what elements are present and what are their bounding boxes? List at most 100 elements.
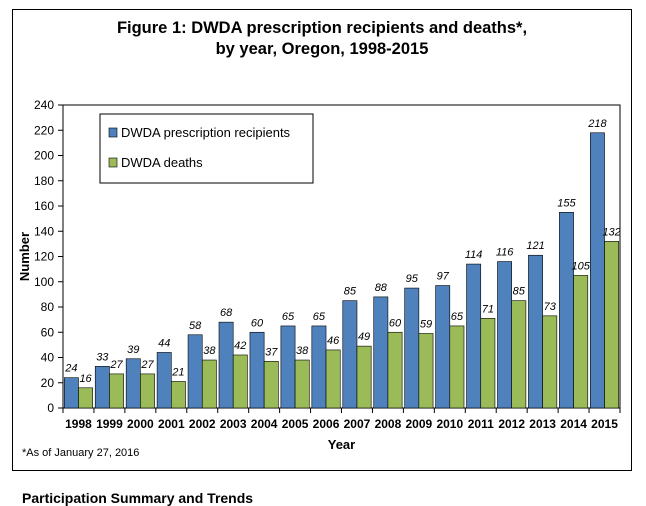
y-axis-label: Number xyxy=(17,232,32,281)
data-label-deaths: 27 xyxy=(109,359,123,371)
y-tick-label: 40 xyxy=(41,351,55,365)
chart-title-line1: Figure 1: DWDA prescription recipients a… xyxy=(116,19,528,37)
x-tick-label: 2000 xyxy=(127,417,154,431)
data-label-deaths: 105 xyxy=(572,260,591,272)
data-label-deaths: 27 xyxy=(140,359,154,371)
bar-deaths xyxy=(480,318,496,409)
bar-recipients xyxy=(590,132,605,409)
bar-deaths xyxy=(171,381,186,409)
data-label-recipients: 88 xyxy=(375,282,388,294)
data-label-recipients: 65 xyxy=(313,311,326,323)
legend-swatch-deaths xyxy=(108,157,118,168)
bar-recipients xyxy=(373,296,389,409)
bar-recipients xyxy=(94,366,110,409)
data-label-recipients: 85 xyxy=(344,286,357,298)
x-tick-label: 2013 xyxy=(529,417,556,431)
data-label-deaths: 132 xyxy=(602,226,620,238)
y-tick-label: 20 xyxy=(41,376,55,390)
bar-recipients xyxy=(497,261,512,409)
bar-deaths xyxy=(418,333,434,409)
bar-recipients xyxy=(528,254,543,409)
data-label-deaths: 38 xyxy=(203,345,216,357)
data-label-recipients: 24 xyxy=(64,363,77,375)
bar-deaths xyxy=(511,300,527,409)
bar-deaths xyxy=(201,359,217,409)
y-tick-label: 60 xyxy=(41,325,55,339)
figure-frame: Figure 1: DWDA prescription recipients a… xyxy=(12,9,632,471)
bar-deaths xyxy=(232,354,248,409)
data-label-deaths: 16 xyxy=(79,373,92,385)
bar-deaths xyxy=(604,241,620,409)
x-tick-label: 2012 xyxy=(498,417,525,431)
chart-title: Figure 1: DWDA prescription recipients a… xyxy=(13,18,631,60)
data-label-recipients: 65 xyxy=(282,311,295,323)
y-tick-label: 180 xyxy=(34,174,54,188)
data-label-deaths: 71 xyxy=(482,303,494,315)
y-tick-label: 240 xyxy=(34,98,54,112)
x-tick-label: 2009 xyxy=(406,417,433,431)
bar-chart: 0 20 40 60 80 100 120 140 160 180 200 220 240 Number Y… xyxy=(17,98,621,450)
bar-deaths xyxy=(325,349,341,409)
data-label-recipients: 68 xyxy=(220,307,233,319)
bar-recipients xyxy=(435,285,451,409)
x-tick-label: 1999 xyxy=(96,417,123,431)
data-label-deaths: 59 xyxy=(420,319,432,331)
y-tick-label: 160 xyxy=(34,199,54,213)
y-tick-label: 0 xyxy=(47,401,54,415)
bar-recipients xyxy=(404,287,420,409)
x-tick-label: 2014 xyxy=(560,417,587,431)
legend-box xyxy=(99,113,314,184)
x-tick-label: 2015 xyxy=(591,417,618,431)
bar-recipients xyxy=(63,377,79,409)
bar-recipients xyxy=(311,325,327,409)
data-label-deaths: 85 xyxy=(513,286,526,298)
bar-recipients xyxy=(156,352,172,409)
x-tick-label: 2010 xyxy=(436,417,463,431)
y-tick-label: 200 xyxy=(34,149,54,163)
data-label-recipients: 44 xyxy=(158,337,170,349)
chart-title-line2: by year, Oregon, 1998-2015 xyxy=(215,40,429,58)
data-label-deaths: 21 xyxy=(171,366,184,378)
y-tick-label: 140 xyxy=(34,224,54,238)
x-tick-label: 2006 xyxy=(313,417,340,431)
data-label-deaths: 49 xyxy=(358,331,370,343)
x-axis-label: Year xyxy=(328,437,355,450)
data-label-deaths: 46 xyxy=(327,335,340,347)
x-tick-label: 2011 xyxy=(468,417,494,431)
bar-recipients xyxy=(187,334,203,409)
data-label-recipients: 97 xyxy=(437,271,450,283)
bar-deaths xyxy=(387,331,403,409)
bar-recipients xyxy=(249,331,265,409)
y-tick-label: 80 xyxy=(41,300,55,314)
data-label-recipients: 58 xyxy=(189,320,202,332)
x-tick-label: 2005 xyxy=(282,417,309,431)
data-label-recipients: 218 xyxy=(587,118,607,130)
bar-deaths xyxy=(449,325,465,409)
data-label-recipients: 95 xyxy=(406,273,419,285)
bar-deaths xyxy=(573,275,589,409)
data-label-deaths: 37 xyxy=(265,346,278,358)
data-label-recipients: 39 xyxy=(127,344,139,356)
bar-recipients xyxy=(342,300,358,409)
bar-deaths xyxy=(109,373,124,409)
x-tick-label: 1998 xyxy=(65,417,92,431)
bar-deaths xyxy=(140,373,155,409)
y-tick-label: 220 xyxy=(34,123,54,137)
data-label-recipients: 33 xyxy=(96,351,109,363)
legend-swatch-recipients xyxy=(108,127,118,138)
data-label-deaths: 73 xyxy=(544,301,557,313)
data-label-recipients: 114 xyxy=(465,249,483,261)
bar-deaths xyxy=(542,315,558,409)
x-tick-label: 2001 xyxy=(158,417,185,431)
bar-deaths xyxy=(294,359,310,409)
bar-recipients xyxy=(466,263,482,409)
footnote: *As of January 27, 2016 xyxy=(22,447,140,459)
data-label-recipients: 121 xyxy=(526,240,544,252)
x-tick-label: 2003 xyxy=(220,417,247,431)
section-heading-partial: Participation Summary and Trends xyxy=(22,490,254,506)
legend-label-recipients: DWDA prescription recipients xyxy=(121,125,291,140)
x-tick-label: 2008 xyxy=(375,417,402,431)
x-tick-label: 2002 xyxy=(189,417,216,431)
data-label-recipients: 155 xyxy=(557,197,576,209)
data-label-deaths: 65 xyxy=(451,311,464,323)
